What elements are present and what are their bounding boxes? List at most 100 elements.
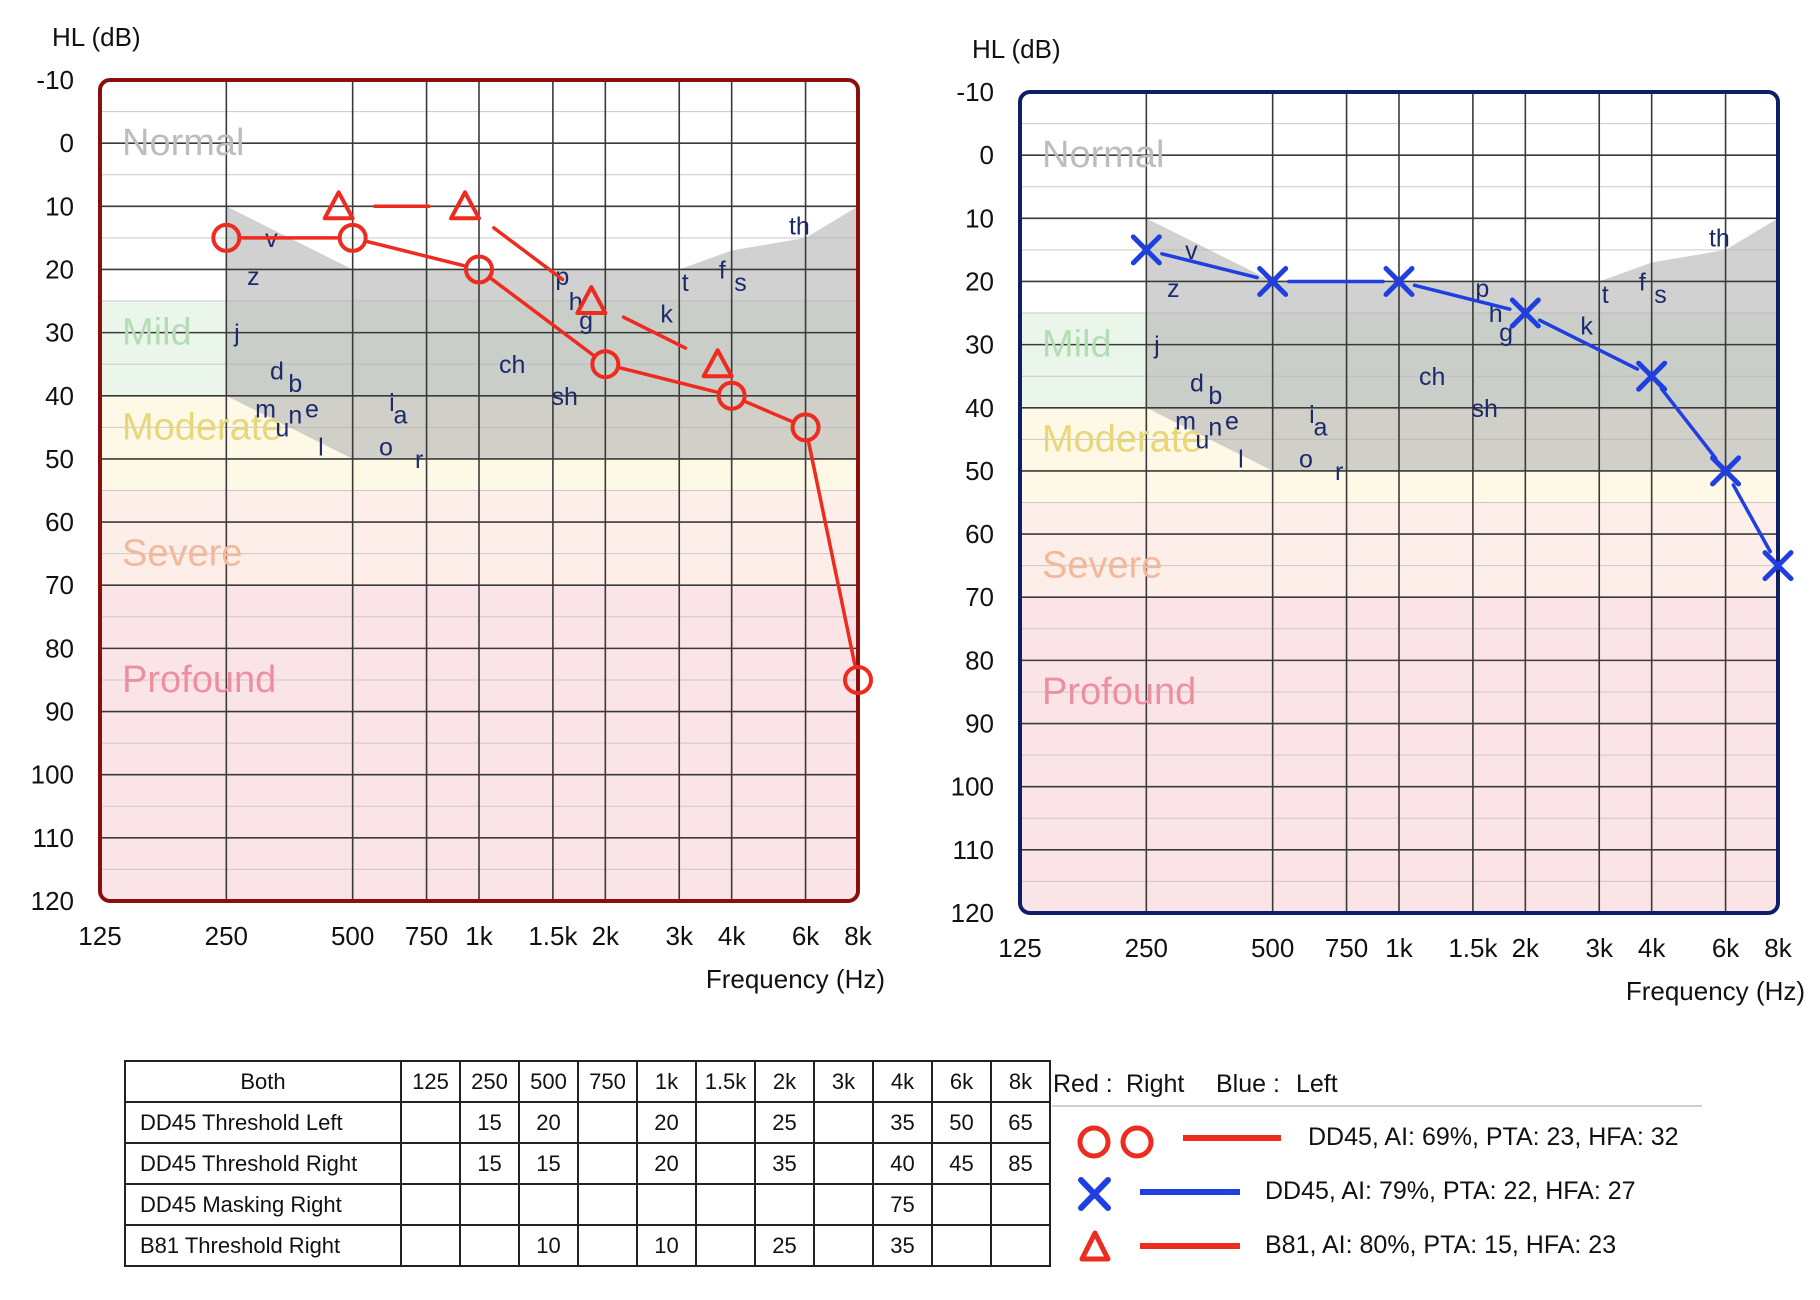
plot-frame (1018, 90, 1780, 915)
legend-entry-text: B81, AI: 80%, PTA: 15, HFA: 23 (1265, 1231, 1616, 1259)
table-cell: 85 (990, 1142, 1051, 1185)
y-tick-label: 70 (45, 570, 74, 600)
table-row: DD45 Masking Right 75 (124, 1183, 1051, 1226)
phoneme-label: o (1299, 445, 1313, 473)
plot-area (1020, 92, 1778, 913)
data-point-triangle (701, 348, 734, 379)
table-cell: 20 (636, 1101, 697, 1144)
table-cell (400, 1183, 461, 1226)
table-cell: 65 (990, 1101, 1051, 1144)
phoneme-label: a (1314, 414, 1328, 442)
series-segment (490, 277, 595, 357)
left-ear-audiogram: Normal Mild Moderate Severe Profound vz j d bm n e… (951, 34, 1805, 1006)
series-segment (1731, 483, 1773, 554)
table-cell: 35 (754, 1142, 815, 1185)
table-cell (400, 1142, 461, 1185)
band-label-mild: Mild (122, 312, 192, 354)
phoneme-label: e (305, 395, 319, 423)
y-tick-label: 20 (965, 266, 994, 296)
table-row-label: DD45 Threshold Right (124, 1142, 402, 1185)
legend-red-label: Red : (1053, 1070, 1113, 1098)
phoneme-label: n (288, 402, 302, 430)
phoneme-label: v (1185, 237, 1198, 265)
phoneme-label: j (233, 320, 240, 348)
series-segment (1412, 283, 1512, 311)
y-axis-title: HL (dB) (972, 34, 1061, 64)
legend-blue-label: Blue : (1216, 1070, 1280, 1098)
table-cell (459, 1224, 520, 1267)
table-cell (695, 1183, 756, 1226)
x-tick-label: 1k (1385, 933, 1413, 963)
y-tick-label: 40 (45, 381, 74, 411)
band-label-severe: Severe (122, 533, 242, 575)
phoneme-label: i (389, 389, 395, 417)
legend-right-label: Right (1126, 1070, 1184, 1098)
phoneme-label: j (1153, 332, 1160, 360)
phoneme-label: r (415, 446, 423, 474)
data-point-x (1257, 265, 1289, 297)
table-cell: 10 (636, 1224, 697, 1267)
table-cell: 25 (754, 1101, 815, 1144)
table-cell (931, 1183, 992, 1226)
plot-area (100, 80, 858, 901)
table-column-header: 4k (872, 1060, 933, 1103)
y-tick-label: 50 (45, 444, 74, 474)
table-cell (813, 1224, 874, 1267)
table-cell (931, 1224, 992, 1267)
table-cell: 15 (459, 1142, 520, 1185)
x-axis-title: Frequency (Hz) (706, 964, 885, 994)
series-segment (366, 240, 466, 268)
band-label-mild: Mild (1042, 324, 1112, 366)
phoneme-label: k (1580, 313, 1593, 341)
data-point-x (1130, 234, 1162, 266)
series-segment (621, 315, 688, 350)
x-tick-label: 1.5k (528, 921, 578, 951)
y-tick-label: 90 (45, 697, 74, 727)
x-tick-label: 250 (205, 921, 248, 951)
phoneme-label: n (1208, 414, 1222, 442)
series-segment (492, 226, 565, 282)
table-cell (459, 1183, 520, 1226)
table-cell: 35 (872, 1101, 933, 1144)
y-axis-title: HL (dB) (52, 22, 141, 52)
y-tick-label: 60 (965, 519, 994, 549)
data-point-triangle (449, 190, 481, 221)
series-segment (619, 366, 718, 394)
legend-circle-icon (1120, 1125, 1154, 1159)
phoneme-label: l (1238, 445, 1244, 473)
x-tick-label: 250 (1125, 933, 1168, 963)
y-tick-label: 120 (951, 898, 994, 928)
legend: Red : Right Blue : Left DD45, AI: 69%, PTA: … (1052, 1070, 1702, 1262)
table-column-header: 2k (754, 1060, 815, 1103)
data-point-x (1762, 550, 1794, 582)
table-column-header: 1k (636, 1060, 697, 1103)
table-cell: 20 (518, 1101, 579, 1144)
table-cell: 35 (872, 1224, 933, 1267)
table-column-header: 750 (577, 1060, 638, 1103)
band-label-normal: Normal (1042, 134, 1164, 176)
data-point-circle (211, 222, 242, 253)
x-tick-label: 750 (405, 921, 448, 951)
x-tick-label: 4k (1638, 933, 1666, 963)
table-column-header: 8k (990, 1060, 1051, 1103)
phoneme-label: f (719, 256, 726, 284)
table-cell (636, 1183, 697, 1226)
y-tick-label: 80 (965, 645, 994, 675)
table-cell: 40 (872, 1142, 933, 1185)
x-tick-label: 8k (844, 921, 872, 951)
data-point-circle (716, 380, 747, 411)
legend-circle-icon (1077, 1125, 1111, 1159)
phoneme-label: b (1208, 382, 1222, 410)
table-row-label: B81 Threshold Right (124, 1224, 402, 1267)
x-tick-label: 3k (665, 921, 693, 951)
table-row: DD45 Threshold Right 15 15 20 35 40 45 85 (124, 1142, 1051, 1185)
band-label-severe: Severe (1042, 545, 1162, 587)
x-stroke (1130, 234, 1162, 266)
data-point-x (1383, 265, 1415, 297)
y-tick-label: 110 (953, 835, 994, 865)
phoneme-label: o (379, 433, 393, 461)
plot-frame (98, 78, 860, 903)
table-column-header: 125 (400, 1060, 461, 1103)
table-cell: 20 (636, 1142, 697, 1185)
